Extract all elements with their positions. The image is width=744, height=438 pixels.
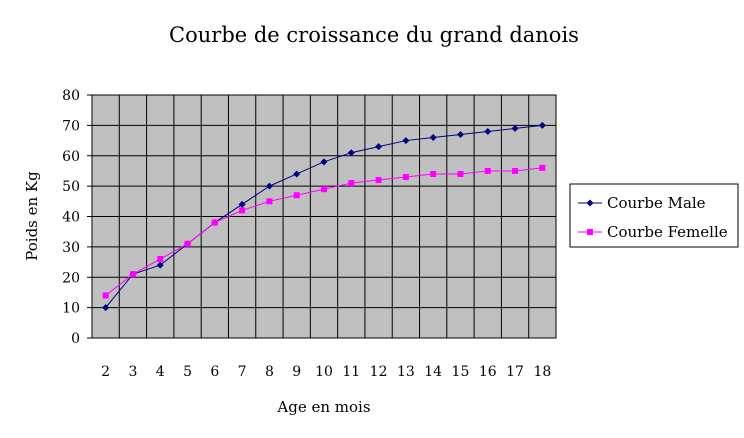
x-tick-label: 12	[370, 364, 388, 380]
series-female	[102, 164, 546, 299]
data-point	[402, 137, 410, 145]
x-tick-label: 6	[210, 364, 219, 380]
data-point	[538, 121, 546, 129]
data-point	[238, 200, 246, 208]
legend-box	[569, 183, 739, 248]
legend-label: Courbe Femelle	[607, 223, 728, 241]
x-axis-title: Age en mois	[276, 398, 370, 416]
y-tick-label: 20	[62, 270, 80, 286]
data-point	[266, 198, 273, 205]
y-tick-label: 0	[71, 331, 80, 347]
legend-label: Courbe Male	[607, 194, 706, 212]
legend-item: Courbe Femelle	[578, 223, 728, 241]
data-point	[129, 271, 136, 278]
data-point	[429, 134, 437, 142]
data-point	[102, 304, 110, 312]
x-tick-label: 15	[452, 364, 470, 380]
x-tick-label: 4	[156, 364, 165, 380]
x-tick-label: 3	[128, 364, 137, 380]
y-tick-label: 80	[62, 88, 80, 104]
y-tick-label: 30	[62, 240, 80, 256]
y-tick-label: 40	[62, 210, 80, 226]
x-tick-label: 13	[397, 364, 415, 380]
data-point	[265, 182, 273, 190]
x-tick-label: 9	[292, 364, 301, 380]
data-point	[402, 174, 409, 181]
data-point	[375, 177, 382, 184]
data-point	[512, 167, 519, 174]
data-point	[511, 124, 519, 132]
data-point	[484, 167, 491, 174]
legend-item: Courbe Male	[578, 194, 706, 212]
chart-title: Courbe de croissance du grand danois	[169, 23, 579, 47]
data-point	[157, 256, 164, 263]
gridlines	[92, 94, 556, 339]
data-point	[456, 130, 464, 138]
y-axis-title: Poids en Kg	[23, 171, 41, 261]
data-point	[184, 240, 191, 247]
data-point	[348, 180, 355, 187]
x-tick-label: 17	[506, 364, 524, 380]
data-point	[102, 292, 109, 299]
x-tick-label: 7	[238, 364, 247, 380]
data-point	[211, 219, 218, 226]
y-axis-ticks: 0 10 20 30 40 50 60 70 80	[62, 88, 92, 347]
y-tick-label: 60	[62, 149, 80, 165]
data-point	[484, 127, 492, 135]
data-point	[347, 149, 355, 157]
data-point	[375, 143, 383, 151]
data-point	[539, 164, 546, 171]
x-tick-label: 14	[424, 364, 442, 380]
legend-marker	[587, 229, 593, 235]
data-point	[156, 261, 164, 269]
x-axis-ticks: 2 3 4 5 6 7 8 9 10 11 12 13 14 15 16 17 18	[101, 364, 551, 380]
x-tick-label: 11	[342, 364, 360, 380]
data-point	[320, 158, 328, 166]
x-tick-label: 16	[479, 364, 497, 380]
x-tick-label: 10	[315, 364, 333, 380]
x-tick-label: 2	[101, 364, 110, 380]
x-tick-label: 8	[265, 364, 274, 380]
legend: Courbe Male Courbe Femelle	[569, 183, 739, 248]
x-tick-label: 18	[533, 364, 551, 380]
data-point	[457, 170, 464, 177]
legend-marker	[586, 199, 594, 207]
data-point	[293, 192, 300, 199]
data-point	[430, 170, 437, 177]
y-tick-label: 50	[62, 179, 80, 195]
y-tick-label: 10	[62, 301, 80, 317]
y-tick-label: 70	[62, 118, 80, 134]
data-point	[293, 170, 301, 178]
data-point	[321, 186, 327, 193]
x-tick-label: 5	[183, 364, 192, 380]
series-group	[102, 121, 546, 312]
data-point	[239, 207, 246, 214]
